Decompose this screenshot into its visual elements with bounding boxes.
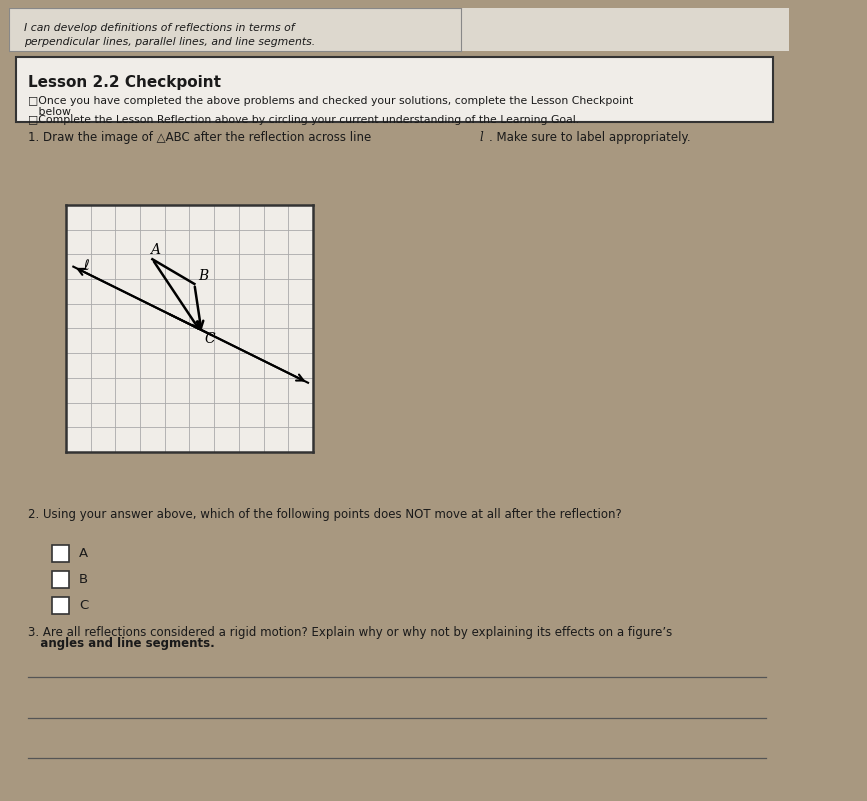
Text: I can develop definitions of reflections in terms of: I can develop definitions of reflections… — [24, 22, 295, 33]
Text: 3. Are all reflections considered a rigid motion? Explain why or why not by expl: 3. Are all reflections considered a rigi… — [28, 626, 673, 638]
Text: . Make sure to label appropriately.: . Make sure to label appropriately. — [489, 131, 691, 144]
Text: □Once you have completed the above problems and checked your solutions, complete: □Once you have completed the above probl… — [28, 95, 634, 106]
Text: C: C — [205, 332, 215, 346]
Text: 2. Using your answer above, which of the following points does NOT move at all a: 2. Using your answer above, which of the… — [28, 508, 622, 521]
Text: $\ell$: $\ell$ — [83, 259, 90, 273]
Text: A: A — [150, 244, 160, 257]
Text: below.: below. — [28, 107, 74, 117]
Text: A: A — [79, 547, 88, 560]
Text: perpendicular lines, parallel lines, and line segments.: perpendicular lines, parallel lines, and… — [24, 37, 316, 46]
FancyBboxPatch shape — [16, 57, 773, 122]
Bar — [9, 8, 789, 51]
Text: B: B — [198, 269, 208, 284]
Text: B: B — [79, 573, 88, 586]
Text: Lesson 2.2 Checkpoint: Lesson 2.2 Checkpoint — [28, 75, 221, 90]
Bar — [52, 571, 68, 588]
Bar — [52, 597, 68, 614]
Bar — [52, 545, 68, 562]
Text: 1. Draw the image of △ABC after the reflection across line: 1. Draw the image of △ABC after the refl… — [28, 131, 375, 144]
Text: angles and line segments.: angles and line segments. — [28, 638, 215, 650]
Text: C: C — [79, 599, 88, 612]
Text: l: l — [479, 131, 483, 144]
Text: □Complete the Lesson Reflection above by circling your current understanding of : □Complete the Lesson Reflection above by… — [28, 115, 579, 125]
